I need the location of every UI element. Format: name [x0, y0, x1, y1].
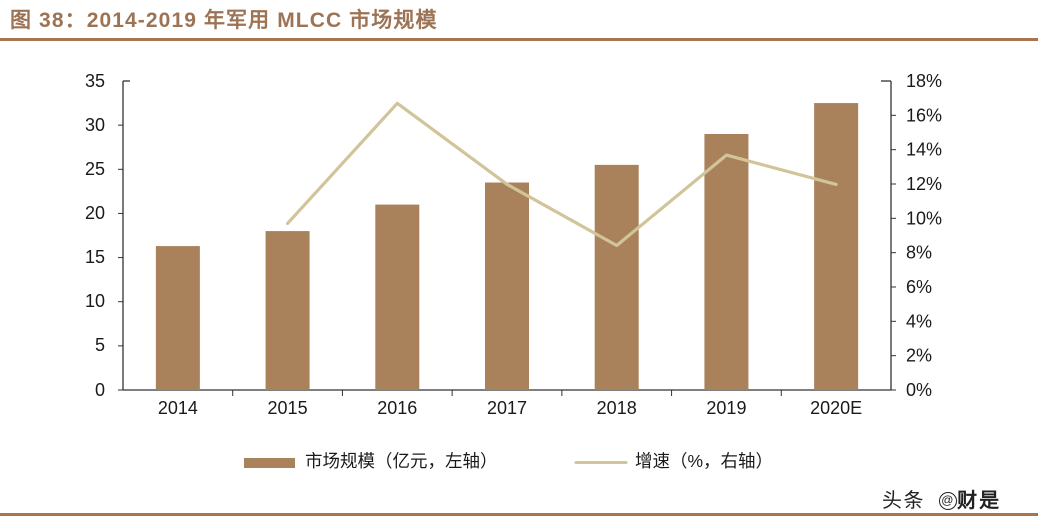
svg-text:30: 30	[85, 115, 105, 135]
svg-text:35: 35	[85, 71, 105, 91]
svg-text:8%: 8%	[906, 243, 932, 263]
svg-text:2020E: 2020E	[810, 398, 862, 418]
svg-text:2019: 2019	[706, 398, 746, 418]
svg-text:2%: 2%	[906, 346, 932, 366]
svg-text:2017: 2017	[487, 398, 527, 418]
svg-text:4%: 4%	[906, 311, 932, 331]
svg-text:20: 20	[85, 203, 105, 223]
svg-text:10: 10	[85, 291, 105, 311]
svg-text:18%: 18%	[906, 71, 942, 91]
svg-text:5: 5	[95, 335, 105, 355]
svg-text:增速（%，右轴）: 增速（%，右轴）	[635, 451, 773, 471]
svg-text:25: 25	[85, 159, 105, 179]
svg-text:12%: 12%	[906, 174, 942, 194]
svg-text:2016: 2016	[377, 398, 417, 418]
svg-text:市场规模（亿元，左轴）: 市场规模（亿元，左轴）	[305, 451, 498, 471]
svg-text:2015: 2015	[268, 398, 308, 418]
svg-text:15: 15	[85, 247, 105, 267]
svg-text:2014: 2014	[158, 398, 198, 418]
svg-text:10%: 10%	[906, 208, 942, 228]
svg-text:14%: 14%	[906, 140, 942, 160]
svg-text:0: 0	[95, 380, 105, 400]
svg-text:0%: 0%	[906, 380, 932, 400]
svg-text:6%: 6%	[906, 277, 932, 297]
svg-text:16%: 16%	[906, 105, 942, 125]
svg-text:2018: 2018	[597, 398, 637, 418]
